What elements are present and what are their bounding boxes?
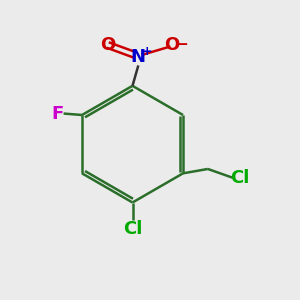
Text: −: − <box>176 38 188 52</box>
Text: Cl: Cl <box>230 169 250 187</box>
Text: F: F <box>51 104 63 122</box>
Text: +: + <box>141 45 152 58</box>
Text: Cl: Cl <box>123 220 142 238</box>
Text: N: N <box>131 48 146 66</box>
Text: O: O <box>100 36 115 54</box>
Text: O: O <box>164 36 179 54</box>
